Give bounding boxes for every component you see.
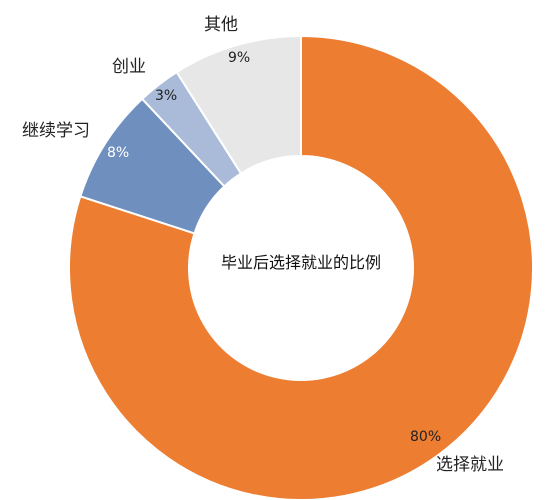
category-label-startup: 创业 [112, 57, 146, 77]
center-label: 毕业后选择就业的比例 [221, 253, 381, 272]
watermark: 头条 @故事比较曲汐 [416, 473, 546, 490]
category-label-further-study: 继续学习 [22, 121, 90, 141]
category-label-other: 其他 [204, 15, 238, 35]
watermark-shadow: 头条 @故事比较曲汐 [417, 474, 547, 491]
category-label-employment: 选择就业 [436, 455, 504, 475]
value-label-employment: 80% [410, 429, 441, 445]
slice-employment [68, 34, 534, 500]
slices [68, 34, 534, 500]
value-label-startup: 3% [155, 88, 177, 104]
value-label-other: 9% [228, 50, 250, 66]
value-label-further-study: 8% [107, 145, 129, 161]
slice-other [175, 34, 302, 175]
